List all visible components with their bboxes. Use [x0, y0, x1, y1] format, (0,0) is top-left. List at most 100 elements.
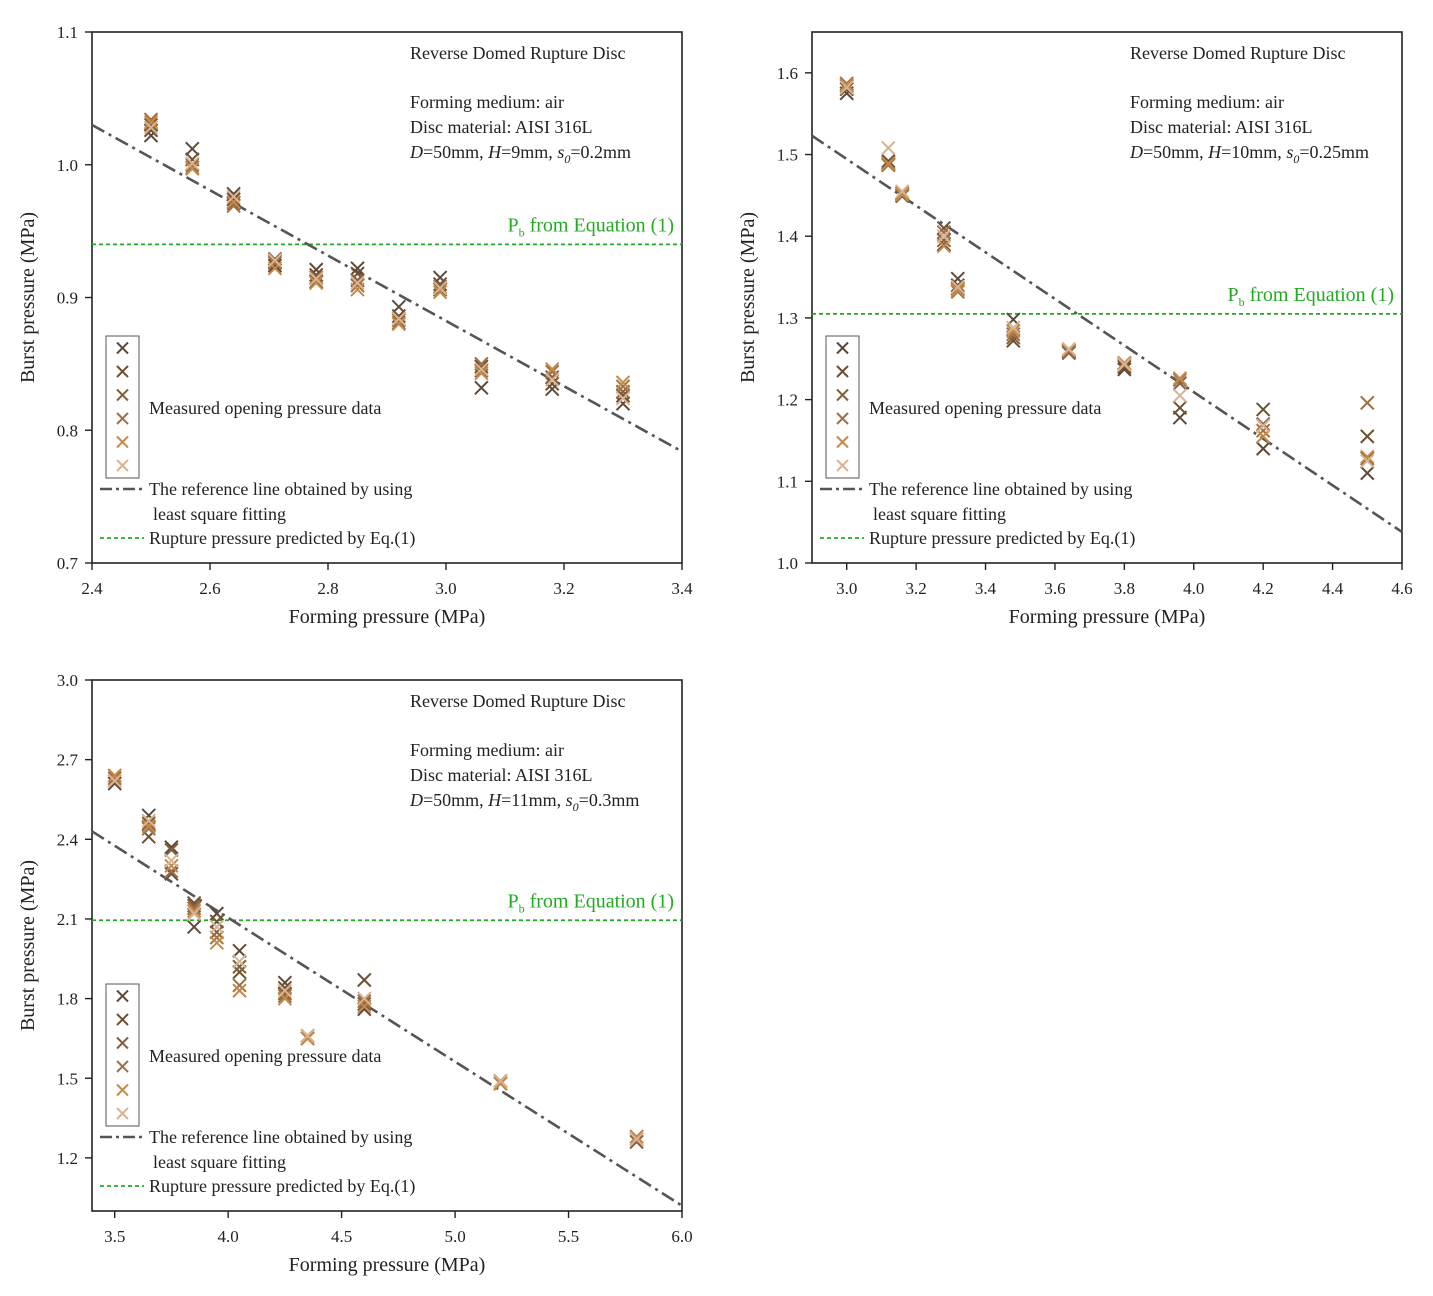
x-tick-label: 3.8 — [1114, 579, 1135, 598]
y-axis-label: Burst pressure (MPa) — [17, 212, 39, 383]
data-point — [881, 157, 896, 173]
data-point — [164, 840, 179, 855]
data-point — [232, 959, 247, 974]
series-disc5 — [107, 768, 644, 1144]
data-point — [895, 185, 910, 201]
data-point — [232, 964, 247, 980]
data-point — [881, 156, 896, 171]
y-tick-label: 1.2 — [777, 391, 798, 410]
data-point — [209, 925, 225, 940]
data-point — [950, 278, 965, 293]
series-disc6 — [107, 773, 644, 1147]
y-axis-label: Burst pressure (MPa) — [737, 212, 759, 383]
data-point — [350, 261, 365, 276]
legend-marker — [116, 388, 129, 402]
y-tick-label: 3.0 — [57, 671, 78, 690]
legend-marker — [116, 1060, 129, 1073]
data-point — [1360, 465, 1375, 481]
data-point — [1006, 327, 1021, 342]
data-point — [895, 188, 910, 204]
data-point — [186, 906, 202, 921]
legend-reference-label: The reference line obtained by using — [149, 479, 412, 499]
data-point — [474, 365, 489, 381]
y-tick-label: 2.1 — [57, 910, 78, 929]
legend-marker — [116, 365, 129, 378]
y-tick-label: 2.7 — [57, 751, 79, 770]
data-point — [391, 311, 407, 326]
data-point — [1255, 416, 1271, 432]
legend-marker — [836, 459, 849, 472]
data-point — [300, 1028, 315, 1043]
data-point — [544, 361, 560, 377]
chart-2: 3.0 3.2 3.4 3.6 3.8 4.0 4.2 4.4 4.6 1.0 1.1 1.2 1.3 1… — [737, 31, 1413, 628]
data-point — [1255, 429, 1271, 444]
x-axis-label: Forming pressure (MPa) — [289, 606, 486, 628]
data-point — [277, 988, 293, 1004]
data-point — [209, 935, 225, 951]
data-point — [164, 853, 179, 868]
legend-reference-label: The reference line obtained by using — [869, 479, 1132, 499]
data-point — [493, 1073, 508, 1089]
series-disc6 — [143, 120, 631, 406]
data-point — [357, 996, 372, 1012]
data-point — [895, 187, 910, 202]
data-point — [544, 376, 560, 391]
data-point — [350, 275, 365, 291]
data-point — [1360, 395, 1375, 411]
x-tick-label: 3.0 — [836, 579, 857, 598]
y-tick-label: 1.0 — [777, 554, 798, 573]
data-point — [350, 278, 365, 293]
data-point — [1061, 345, 1077, 361]
legend-reference-label-2: least square fitting — [873, 504, 1006, 524]
data-point — [267, 255, 283, 271]
y-tick-label: 1.4 — [777, 227, 799, 246]
data-point — [185, 156, 200, 171]
data-point — [615, 375, 631, 390]
series-disc1 — [107, 776, 644, 1147]
data-point — [1255, 402, 1271, 417]
data-point — [141, 818, 156, 834]
y-tick-label: 0.7 — [57, 554, 79, 573]
data-point — [839, 81, 854, 97]
data-point — [432, 281, 448, 296]
data-point — [839, 76, 854, 91]
x-tick-label: 2.8 — [317, 579, 338, 598]
data-point — [1360, 449, 1375, 465]
series-disc5 — [143, 115, 631, 390]
legend-predicted-label: Rupture pressure predicted by Eq.(1) — [149, 1176, 415, 1197]
data-point — [277, 983, 293, 998]
equation-1-label: Pb from Equation (1) — [507, 214, 674, 239]
x-tick-label: 5.5 — [558, 1227, 579, 1246]
y-tick-label: 0.9 — [57, 289, 78, 308]
y-tick-label: 1.8 — [57, 990, 78, 1009]
y-tick-label: 1.1 — [57, 23, 78, 42]
legend-marker-box — [105, 983, 140, 1127]
legend-marker — [116, 1036, 129, 1050]
data-point — [164, 858, 179, 874]
x-axis-label: Forming pressure (MPa) — [289, 1254, 486, 1276]
data-point — [629, 1132, 644, 1147]
data-point — [1061, 344, 1077, 359]
data-point — [277, 986, 293, 1001]
y-tick-label: 1.1 — [777, 472, 798, 491]
data-point — [629, 1129, 644, 1144]
data-point — [950, 281, 965, 296]
data-point — [1255, 423, 1271, 438]
legend-marker — [116, 435, 129, 449]
legend-reference-label-2: least square fitting — [153, 504, 286, 524]
y-tick-label: 1.5 — [777, 146, 798, 165]
data-point — [839, 80, 854, 95]
data-point — [1172, 372, 1188, 388]
data-point — [357, 991, 372, 1006]
legend-marker — [836, 388, 849, 402]
x-tick-label: 4.0 — [1183, 579, 1204, 598]
plot-frame — [91, 679, 683, 1212]
data-point — [544, 372, 560, 388]
data-point — [615, 391, 631, 406]
data-point — [357, 972, 372, 988]
data-point — [1117, 357, 1132, 372]
data-point — [143, 115, 159, 130]
data-point — [300, 1031, 315, 1046]
info-medium: Forming medium: air — [410, 740, 564, 760]
data-point — [1360, 453, 1375, 469]
